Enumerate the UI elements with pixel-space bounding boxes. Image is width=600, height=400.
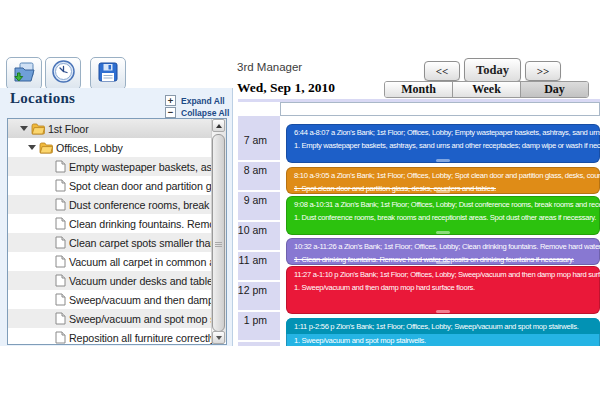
event-title: 1:11 p-2:56 p Zion's Bank; 1st Floor; Of… xyxy=(286,318,600,334)
calendar-event[interactable]: 11:27 a-1:10 p Zion's Bank; 1st Floor; O… xyxy=(286,266,600,315)
time-label: 7 am xyxy=(226,134,267,146)
tab-day[interactable]: Day xyxy=(520,82,588,97)
time-label: 9 am xyxy=(226,194,267,206)
calendar-event[interactable]: 8:10 a-9:05 a Zion's Bank; 1st Floor; Of… xyxy=(286,167,600,194)
event-title: 11:27 a-1:10 p Zion's Bank; 1st Floor; O… xyxy=(286,266,600,281)
calendar-grid-region: 7 am 8 am 9 am 10 am 11 am 12 pm 1 pm 6:44 a-8:… xyxy=(0,0,600,346)
prev-button[interactable]: << xyxy=(424,61,460,81)
event-title: 6:44 a-8:07 a Zion's Bank; 1st Floor; Of… xyxy=(286,124,600,139)
tab-week[interactable]: Week xyxy=(452,82,520,97)
calendar-event[interactable]: 6:44 a-8:07 a Zion's Bank; 1st Floor; Of… xyxy=(286,124,600,163)
event-detail: 1. Dust conference rooms, break rooms an… xyxy=(286,211,600,224)
calendar-event[interactable]: 1:11 p-2:56 p Zion's Bank; 1st Floor; Of… xyxy=(286,318,600,347)
calendar-event[interactable]: 9:08 a-10:31 a Zion's Bank; 1st Floor; O… xyxy=(286,196,600,235)
tab-month[interactable]: Month xyxy=(385,82,452,97)
app-window: Locations + Expand All − Collapse All 1s… xyxy=(0,0,600,400)
next-button[interactable]: >> xyxy=(525,61,561,81)
time-label: 11 am xyxy=(226,254,267,266)
event-title: 9:08 a-10:31 a Zion's Bank; 1st Floor; O… xyxy=(286,196,600,211)
view-tabs: MonthWeekDay xyxy=(384,81,589,98)
time-label: 1 pm xyxy=(226,314,267,326)
time-label: 10 am xyxy=(226,224,267,236)
event-detail: 1. Clean drinking fountains. Remove hard… xyxy=(286,253,600,265)
event-detail: 1. Empty wastepaper baskets, ashtrays, s… xyxy=(286,139,600,152)
time-label: 12 pm xyxy=(226,284,267,296)
today-button[interactable]: Today xyxy=(464,58,521,82)
calendar-event[interactable]: 10:32 a-11:26 a Zion's Bank; 1st Floor; … xyxy=(286,238,600,265)
manager-label: 3rd Manager xyxy=(237,61,302,73)
event-detail: 1. Sweep/vacuum and then damp mop hard s… xyxy=(286,281,600,294)
event-detail: 1. Sweep/vacuum and spot mop stairwells. xyxy=(286,334,600,347)
date-label: Wed, Sep 1, 2010 xyxy=(237,80,335,96)
event-detail: 1. Spot clean door and partition glass, … xyxy=(286,182,600,194)
event-title: 10:32 a-11:26 a Zion's Bank; 1st Floor; … xyxy=(286,238,600,253)
day-column-header xyxy=(280,102,600,116)
time-label: 8 am xyxy=(226,164,267,176)
time-gutter-cell xyxy=(238,342,280,346)
event-title: 8:10 a-9:05 a Zion's Bank; 1st Floor; Of… xyxy=(286,167,600,182)
